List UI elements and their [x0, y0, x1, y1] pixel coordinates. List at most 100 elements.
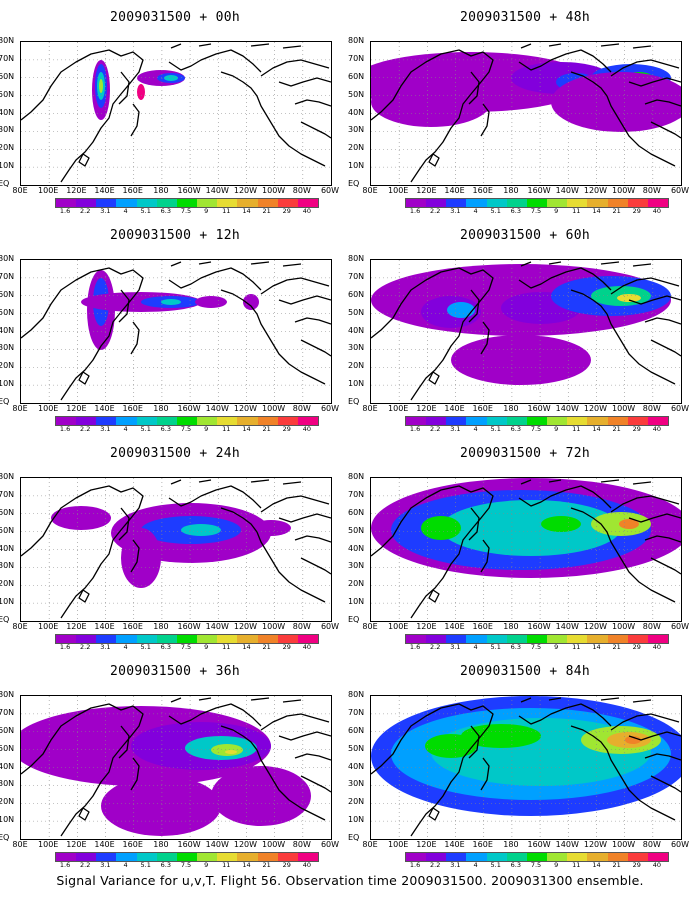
colorbar-label: 4	[123, 861, 128, 869]
longitude-label: 100W	[262, 186, 286, 195]
colorbar	[405, 634, 669, 644]
map-canvas	[21, 260, 331, 403]
colorbar-label: 6.3	[510, 425, 522, 433]
colorbar-swatch	[297, 199, 319, 207]
colorbar-label: 6.3	[160, 861, 172, 869]
longitude-label: 160E	[122, 186, 143, 195]
colorbar-label: 29	[632, 207, 641, 215]
colorbar-swatch	[446, 417, 467, 425]
coastline	[130, 757, 140, 791]
colorbar-swatch	[426, 417, 447, 425]
longitude-label: 160W	[177, 622, 201, 631]
coastline	[118, 71, 130, 105]
colorbar-swatch	[76, 853, 97, 861]
latitude-label: 40N	[348, 543, 365, 553]
longitude-label: 100E	[388, 186, 409, 195]
longitude-label: 140E	[94, 186, 115, 195]
coastline	[220, 71, 326, 167]
longitude-label: 120E	[66, 186, 87, 195]
colorbar-label: 21	[612, 207, 621, 215]
colorbar-swatch	[466, 199, 487, 207]
coastline	[610, 277, 680, 295]
coastline	[518, 267, 612, 291]
colorbar-labels: 1.6 2.2 3.1 4 5.1 6.3 7.5 9 11 14 21 29 40	[55, 861, 317, 869]
colorbar-label: 3.1	[100, 207, 111, 215]
coastline	[118, 725, 130, 759]
colorbar-label: 11	[572, 207, 581, 215]
colorbar-label: 11	[572, 861, 581, 869]
longitude-label: 80E	[362, 622, 378, 631]
longitude-axis: 80E 100E 120E 140E 160E 180 160W 140W 120W 100W 80…	[12, 186, 339, 196]
colorbar-swatch	[176, 853, 198, 861]
longitude-label: 100W	[262, 622, 286, 631]
colorbar-label: 4	[473, 207, 478, 215]
longitude-label: 140W	[205, 186, 229, 195]
panel-title: 2009031500 + 00h	[109, 10, 241, 25]
colorbar-label: 40	[652, 425, 662, 433]
colorbar-swatch	[277, 199, 298, 207]
colorbar-label: 4	[123, 643, 128, 651]
map-canvas	[371, 478, 681, 621]
colorbar-swatch	[627, 417, 648, 425]
latitude-label: 40N	[0, 543, 15, 553]
variance-contour	[461, 724, 541, 748]
colorbar-label: 21	[612, 861, 621, 869]
colorbar-label: 4	[123, 425, 128, 433]
latitude-label: 60N	[0, 71, 15, 81]
map-panel: 2009031500 + 24h 80N 70N 60N 50N 40N 30N 20N 10N…	[0, 436, 350, 654]
colorbar	[55, 634, 319, 644]
coastline	[650, 121, 681, 139]
coastline	[650, 775, 681, 793]
coastline	[468, 507, 480, 541]
panel-title: 2009031500 + 36h	[109, 664, 241, 679]
variance-map	[370, 41, 682, 186]
colorbar-label: 6.3	[160, 643, 172, 651]
colorbar-label: 11	[572, 425, 581, 433]
longitude-axis: 80E 100E 120E 140E 160E 180 160W 140W 120W 100W 80…	[362, 186, 689, 196]
coastline	[170, 479, 302, 485]
colorbar-swatch	[506, 199, 527, 207]
coastline	[278, 513, 331, 523]
latitude-label: 50N	[0, 89, 15, 99]
longitude-label: 160E	[472, 404, 493, 413]
latitude-label: 10N	[0, 597, 15, 607]
latitude-label: 20N	[0, 579, 15, 589]
colorbar-swatch	[567, 635, 588, 643]
latitude-label: 70N	[348, 707, 365, 717]
longitude-label: 80E	[12, 622, 28, 631]
colorbar-label: 7.5	[180, 643, 192, 651]
latitude-label: 10N	[0, 815, 15, 825]
variance-map	[370, 695, 682, 840]
latitude-label: 70N	[0, 707, 15, 717]
colorbar-label: 3.1	[450, 425, 461, 433]
variance-contour	[619, 519, 639, 529]
colorbar-label: 21	[262, 861, 271, 869]
latitude-label: 50N	[348, 307, 365, 317]
colorbar-label: 40	[652, 207, 662, 215]
colorbar-swatch	[526, 417, 548, 425]
variance-contour	[371, 77, 491, 127]
longitude-label: 80W	[292, 404, 311, 413]
latitude-label: 20N	[348, 143, 365, 153]
colorbar-swatch	[647, 635, 669, 643]
longitude-axis: 80E 100E 120E 140E 160E 180 160W 140W 120W 100W 80…	[12, 840, 339, 850]
variance-contour	[225, 750, 237, 754]
colorbar-label: 6.3	[510, 861, 522, 869]
latitude-label: 10N	[0, 379, 15, 389]
colorbar-label: 1.6	[59, 425, 71, 433]
colorbar-label: 4	[473, 425, 478, 433]
latitude-label: 50N	[0, 525, 15, 535]
colorbar-label: 29	[282, 207, 291, 215]
longitude-label: 160W	[527, 622, 551, 631]
colorbar-label: 4	[473, 643, 478, 651]
colorbar-labels: 1.6 2.2 3.1 4 5.1 6.3 7.5 9 11 14 21 29 40	[405, 643, 667, 651]
longitude-label: 100W	[612, 186, 636, 195]
longitude-label: 180	[503, 186, 519, 195]
longitude-label: 140E	[444, 186, 465, 195]
variance-contour	[181, 524, 221, 536]
coastline	[371, 49, 494, 183]
longitude-label: 120E	[416, 622, 437, 631]
colorbar-swatch	[257, 635, 278, 643]
latitude-label: 80N	[0, 690, 15, 699]
colorbar-label: 5.1	[490, 861, 501, 869]
